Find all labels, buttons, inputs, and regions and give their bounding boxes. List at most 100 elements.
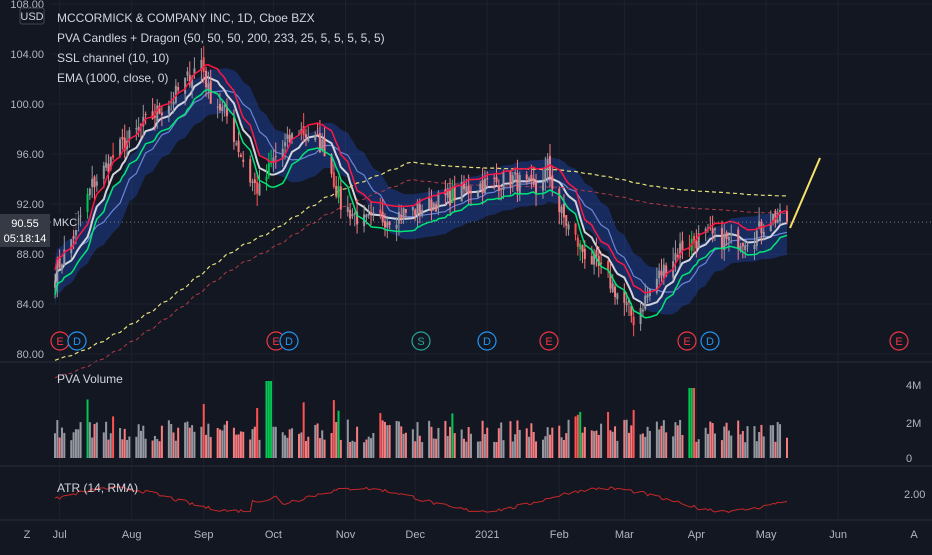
- candle: [386, 222, 389, 228]
- event-label: E: [545, 336, 552, 348]
- price-tick: 108.00: [10, 0, 44, 11]
- candle: [639, 308, 642, 325]
- price-axis[interactable]: 108.00 104.00 100.00 96.00 92.00 88.00 84.00 80…: [10, 0, 44, 361]
- volume-axis[interactable]: 4M 2M 0: [906, 380, 921, 465]
- volume-bar: [370, 438, 373, 458]
- volume-pane-title[interactable]: PVA Volume: [57, 372, 123, 386]
- event-label: D: [706, 336, 714, 348]
- candle: [395, 224, 398, 229]
- volume-bar: [435, 438, 438, 458]
- volume-bar: [400, 426, 403, 458]
- legend-study-ssl[interactable]: SSL channel (10, 10): [57, 51, 169, 65]
- candle: [662, 264, 665, 279]
- atr-line: [54, 486, 788, 514]
- legend-study-pva[interactable]: PVA Candles + Dragon (50, 50, 50, 200, 2…: [57, 31, 385, 45]
- candle: [304, 134, 307, 138]
- candle: [351, 214, 354, 217]
- atr-tick: 2.00: [904, 489, 925, 501]
- volume-bar: [372, 432, 375, 458]
- candle: [528, 177, 531, 181]
- volume-bar: [725, 422, 728, 458]
- volume-bar: [153, 435, 156, 458]
- volume-bar: [760, 424, 763, 458]
- candle: [281, 148, 284, 160]
- candle: [597, 255, 600, 266]
- candle: [302, 125, 305, 136]
- candle: [509, 171, 512, 187]
- candle: [123, 137, 126, 151]
- volume-bar: [202, 403, 205, 458]
- ssl-channel-lines: [54, 64, 788, 319]
- volume-bar: [449, 426, 452, 458]
- volume-bar: [737, 420, 740, 458]
- volume-bar: [525, 428, 528, 458]
- candle: [574, 223, 577, 235]
- candle: [713, 228, 716, 231]
- candle: [674, 253, 677, 261]
- volume-bar: [332, 400, 335, 458]
- volume-bar: [609, 430, 612, 458]
- volume-bar: [660, 425, 663, 458]
- candle: [225, 106, 228, 117]
- volume-bar: [284, 435, 287, 458]
- price-tick: 96.00: [16, 149, 44, 161]
- candle: [291, 133, 294, 140]
- candle: [186, 71, 189, 76]
- price-tick: 88.00: [16, 249, 44, 261]
- volume-bar: [558, 425, 561, 458]
- atr-pane-title[interactable]: ATR (14, RMA): [57, 481, 138, 495]
- atr-axis[interactable]: 2.00: [904, 489, 925, 501]
- volume-bar: [205, 434, 208, 458]
- candle: [562, 203, 565, 218]
- volume-bar: [272, 426, 275, 458]
- candle: [188, 75, 191, 85]
- auto-scale-button[interactable]: A: [910, 529, 918, 541]
- event-label: E: [272, 336, 279, 348]
- volume-bar: [304, 441, 307, 458]
- candle: [77, 217, 80, 225]
- time-axis[interactable]: Jul Aug Sep Oct Nov Dec 2021 Feb Mar Apr May Jun: [53, 529, 847, 541]
- candle: [469, 190, 472, 194]
- candle: [711, 228, 714, 234]
- volume-bar: [318, 438, 321, 458]
- candle: [353, 213, 356, 215]
- volume-bar: [469, 433, 472, 458]
- volume-bar: [402, 433, 405, 458]
- volume-bar: [242, 431, 245, 458]
- volume-bar: [139, 430, 142, 458]
- event-marker: [477, 331, 497, 351]
- candle: [397, 211, 400, 224]
- volume-bar: [762, 436, 765, 458]
- candle: [479, 183, 482, 190]
- legend-study-ema[interactable]: EMA (1000, close, 0): [57, 71, 168, 85]
- candle: [518, 175, 521, 195]
- event-label: D: [483, 336, 491, 348]
- candle: [321, 139, 324, 149]
- volume-bar: [270, 381, 273, 458]
- volume-bar: [753, 426, 756, 458]
- candle: [769, 222, 772, 232]
- volume-bar: [614, 426, 617, 458]
- volume-bar: [497, 428, 500, 458]
- candle: [467, 185, 470, 194]
- candle: [695, 240, 698, 249]
- volume-bar: [453, 433, 456, 458]
- volume-bar: [720, 440, 723, 458]
- candle: [535, 182, 538, 194]
- candle: [611, 283, 614, 293]
- candle: [681, 240, 684, 251]
- candle: [332, 172, 335, 187]
- candle: [265, 176, 268, 181]
- currency-label[interactable]: USD: [19, 7, 45, 25]
- volume-bar: [123, 428, 126, 458]
- volume-bar: [611, 431, 614, 458]
- candle: [216, 106, 219, 108]
- legend-title[interactable]: MCCORMICK & COMPANY INC, 1D, Cboe BZX: [57, 11, 315, 25]
- volume-bar: [381, 420, 384, 458]
- zoom-reset-button[interactable]: Z: [24, 529, 31, 541]
- volume-bar: [72, 432, 75, 458]
- candle: [160, 112, 163, 116]
- candle: [172, 101, 175, 105]
- volume-bar: [730, 435, 733, 458]
